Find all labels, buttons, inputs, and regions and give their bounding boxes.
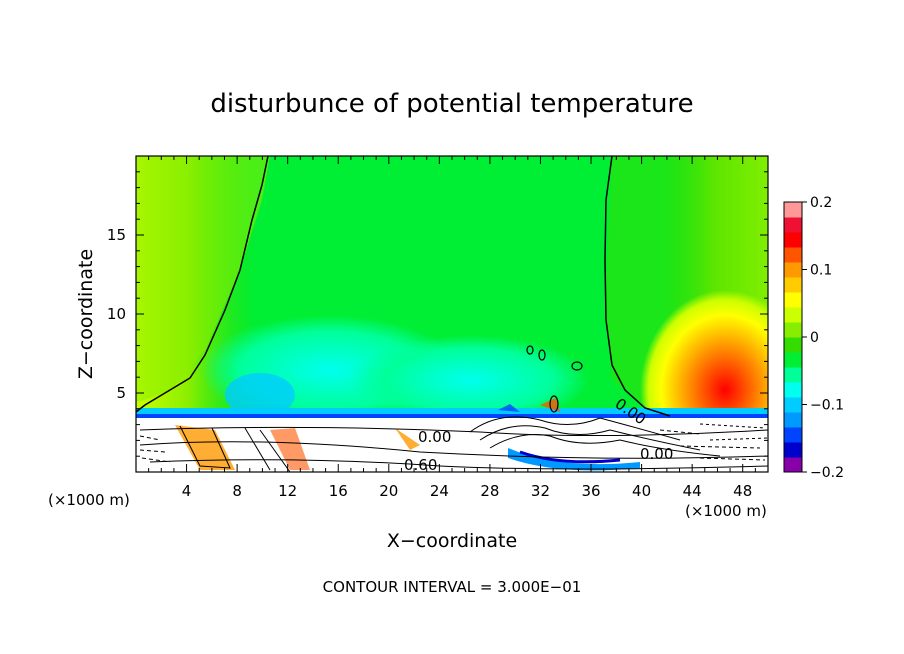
x-tick-label: 44	[683, 482, 702, 500]
y-axis: 5 10 15	[107, 171, 768, 457]
colorbar-swatch	[784, 352, 802, 368]
colorbar-swatch	[784, 442, 802, 458]
x-tick-label: 16	[329, 482, 348, 500]
colorbar-tick-label: 0	[810, 330, 819, 346]
contour-label: 0.60	[404, 456, 437, 474]
colorbar-tick-label: 0.1	[810, 263, 832, 279]
chart-title: disturbunce of potential temperature	[210, 89, 693, 119]
colorbar-swatch	[784, 337, 802, 353]
x-tick-label: 28	[480, 482, 499, 500]
x-tick-label: 8	[232, 482, 242, 500]
y-axis-label: Z−coordinate	[75, 249, 97, 379]
colorbar-swatch	[784, 202, 802, 218]
colorbar-tick-label: −0.2	[810, 465, 844, 481]
colorbar-swatch	[784, 367, 802, 383]
contour-label: 0.00	[640, 445, 673, 463]
x-unit-label-right: (×1000 m)	[685, 502, 767, 520]
contour-interval-note: CONTOUR INTERVAL = 3.000E−01	[323, 578, 582, 596]
y-tick-label: 5	[116, 384, 126, 402]
colorbar-swatch	[784, 292, 802, 308]
colorbar-swatch	[784, 397, 802, 413]
y-tick-label: 15	[107, 226, 126, 244]
colorbar-swatch	[784, 427, 802, 443]
x-tick-label: 36	[581, 482, 600, 500]
x-tick-label: 40	[632, 482, 651, 500]
x-tick-label: 24	[430, 482, 449, 500]
y-tick-label: 10	[107, 305, 126, 323]
x-axis: 4 8 12 16 20 24 28 32 36 40 44 48	[148, 156, 756, 500]
colorbar-swatch	[784, 247, 802, 263]
colorbar-swatch	[784, 262, 802, 278]
x-axis-label: X−coordinate	[387, 530, 517, 552]
x-tick-label: 4	[182, 482, 192, 500]
colorbar-tick-label: −0.1	[810, 398, 844, 414]
colorbar-swatch	[784, 232, 802, 248]
colorbar-swatch	[784, 277, 802, 293]
colorbar-swatch	[784, 322, 802, 338]
x-tick-label: 32	[531, 482, 550, 500]
colorbar-swatch	[784, 307, 802, 323]
x-tick-label: 12	[278, 482, 297, 500]
contour-field	[136, 156, 768, 472]
colorbar-tick-label: 0.2	[810, 195, 832, 211]
x-unit-label-left: (×1000 m)	[48, 491, 130, 509]
x-tick-label: 20	[379, 482, 398, 500]
colorbar-swatch	[784, 217, 802, 233]
colorbar-swatch	[784, 457, 802, 473]
x-tick-label: 48	[733, 482, 752, 500]
contour-label: 0.00	[418, 428, 451, 446]
colorbar-swatch	[784, 412, 802, 428]
colorbar: −0.2 −0.1 0 0.1 0.2	[783, 195, 844, 481]
colorbar-swatch	[784, 382, 802, 398]
